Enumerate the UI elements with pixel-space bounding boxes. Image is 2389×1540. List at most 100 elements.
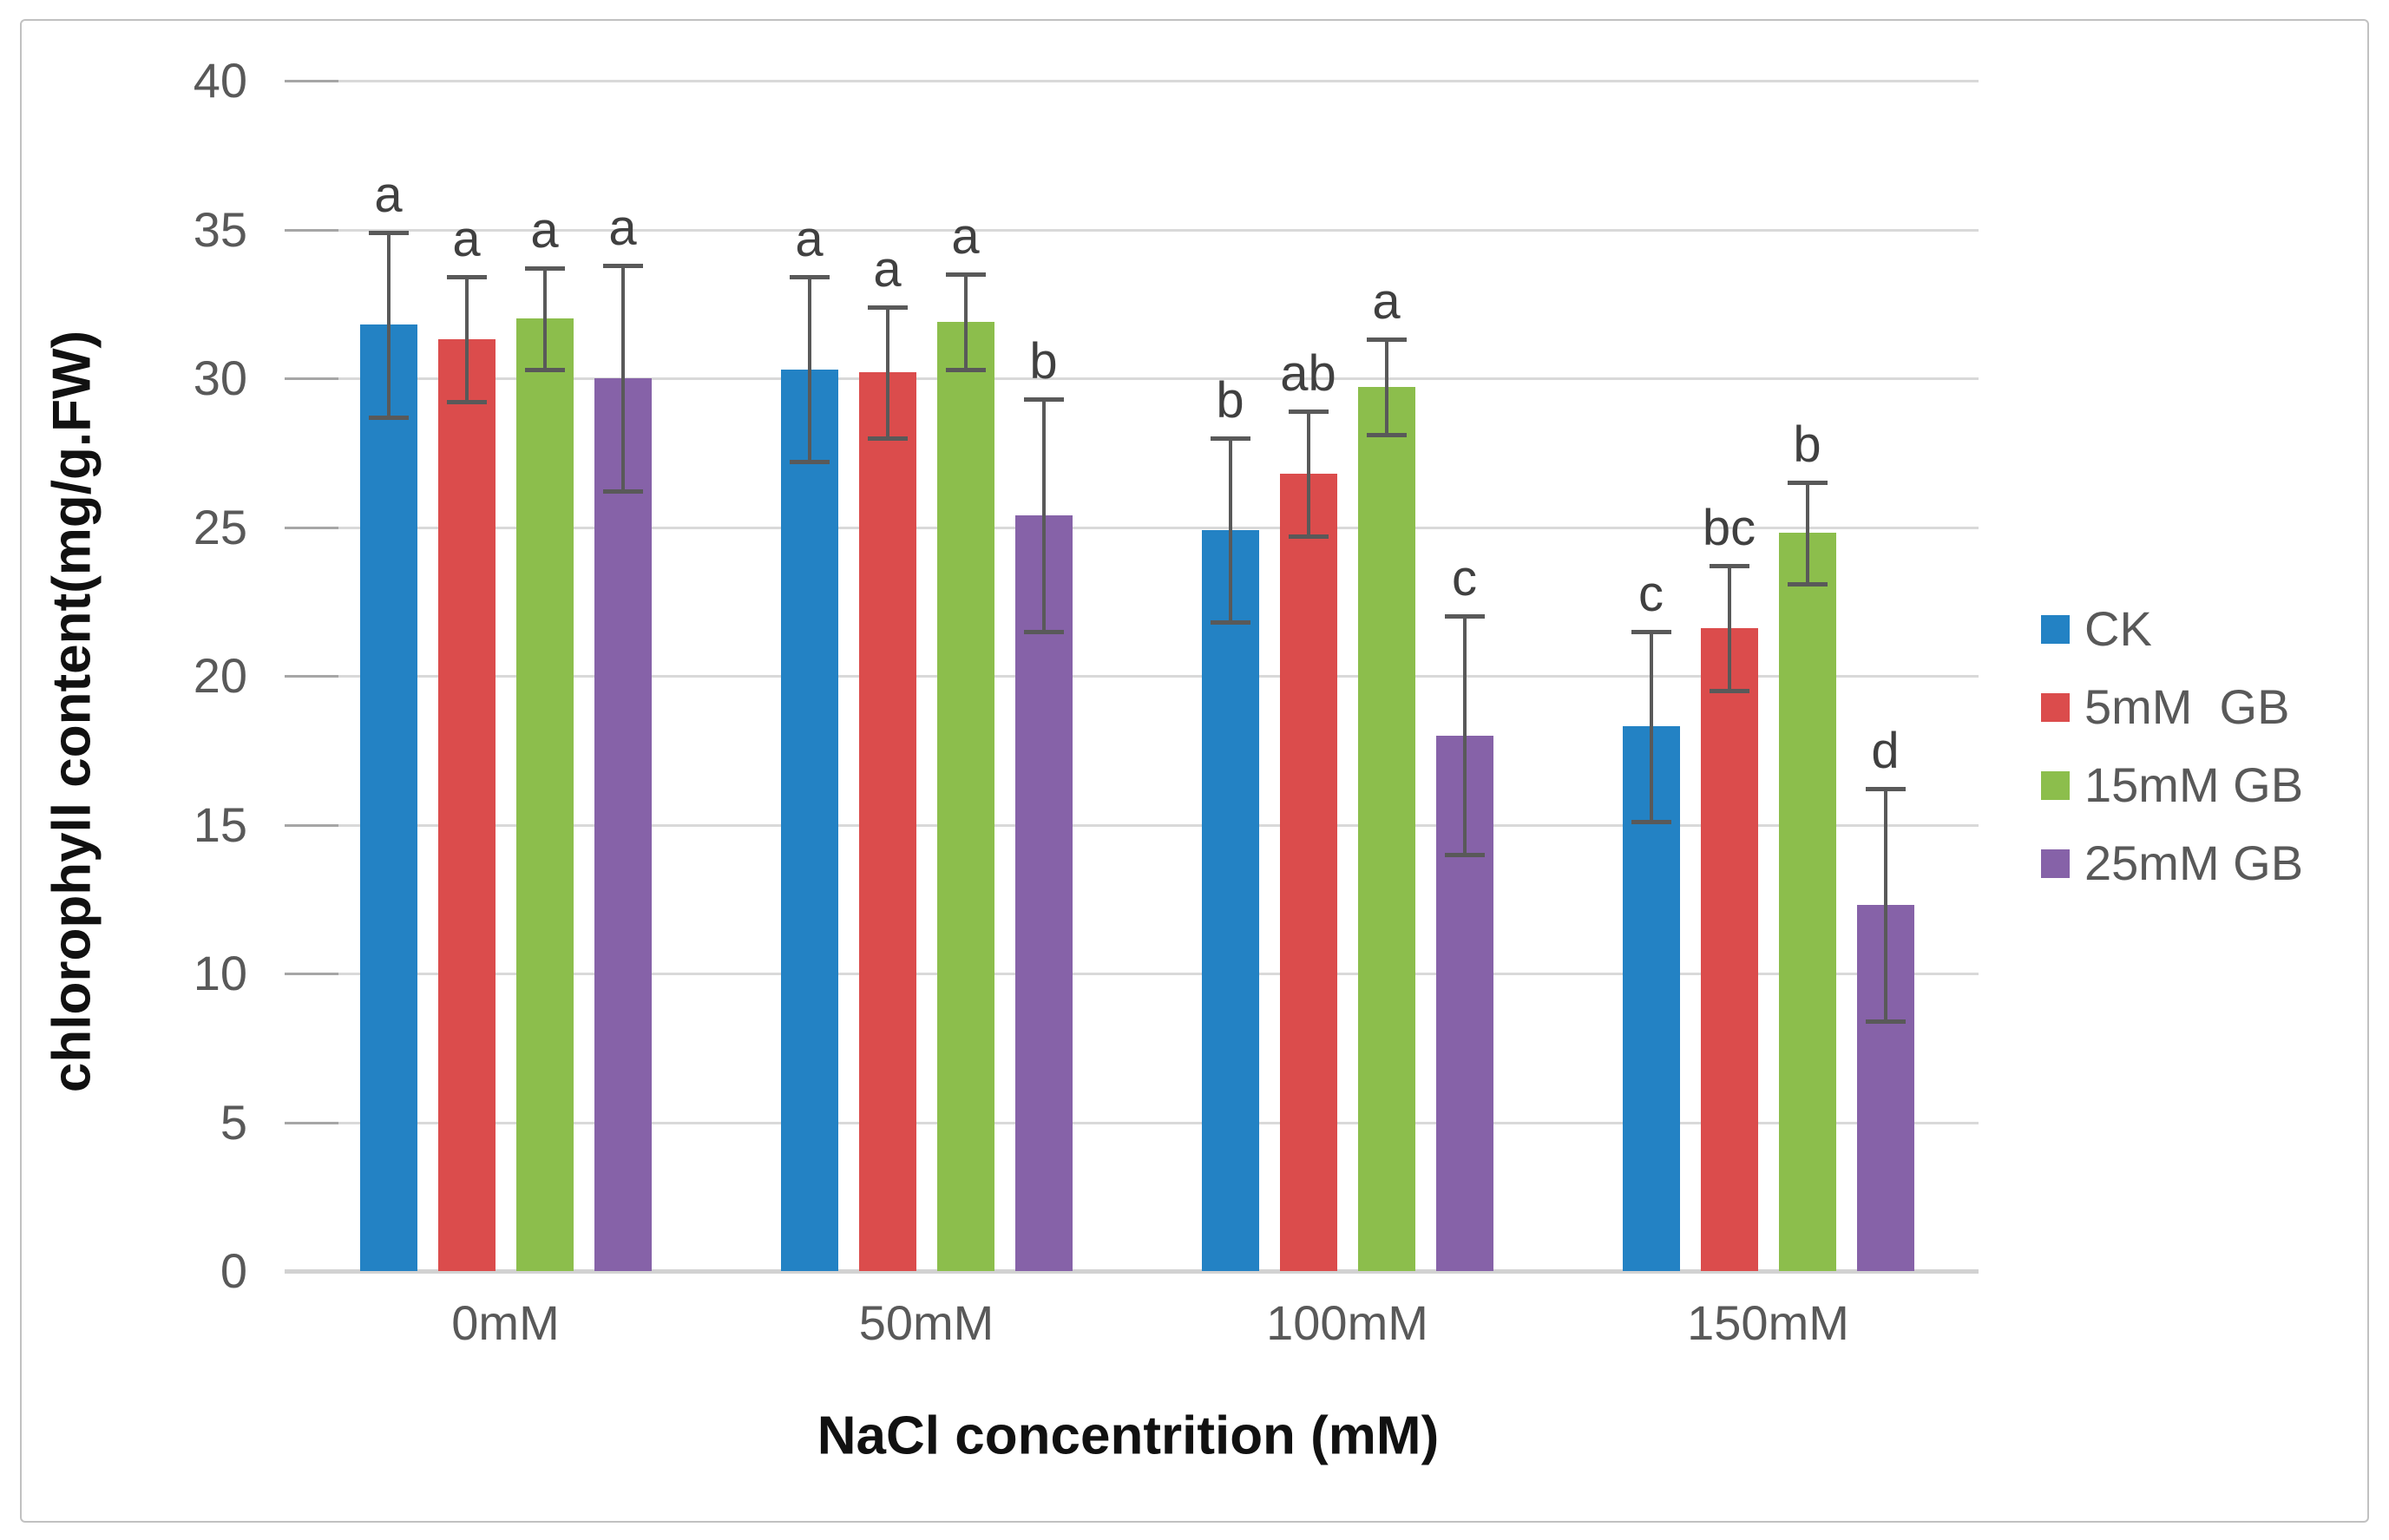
legend-item-25mm-gb: 25mM GB xyxy=(2041,824,2303,902)
error-bar-cap xyxy=(1444,614,1485,619)
significance-letter: d xyxy=(1871,723,1900,780)
y-axis-tick xyxy=(285,675,338,678)
significance-letter: ab xyxy=(1280,344,1336,402)
error-bar-cap xyxy=(945,272,986,277)
error-bar-cap xyxy=(1709,564,1749,569)
error-bar xyxy=(464,277,469,403)
y-axis-tick-label: 5 xyxy=(220,1094,247,1150)
significance-letter: b xyxy=(1216,371,1244,429)
error-bar-cap xyxy=(368,415,409,420)
error-bar xyxy=(1228,437,1232,623)
error-bar xyxy=(620,265,625,492)
significance-letter: c xyxy=(1638,565,1664,622)
legend-swatch xyxy=(2041,770,2070,800)
bar-15mm-gb xyxy=(1357,387,1415,1271)
gridline xyxy=(338,526,1979,529)
error-bar xyxy=(1384,339,1388,436)
x-axis-tick-label: 150mM xyxy=(1687,1295,1849,1350)
significance-letter: a xyxy=(873,240,902,298)
legend-item-5mm-gb: 5mM GB xyxy=(2041,668,2303,746)
error-bar xyxy=(1306,410,1310,536)
error-bar-cap xyxy=(1210,436,1250,441)
error-bar-cap xyxy=(446,400,487,405)
error-bar-cap xyxy=(524,367,565,372)
error-bar xyxy=(963,273,968,370)
legend-swatch xyxy=(2041,849,2070,878)
y-axis-tick-label: 15 xyxy=(193,796,247,852)
x-axis-line xyxy=(285,1269,1979,1274)
y-axis-tick-label: 35 xyxy=(193,201,247,257)
y-axis-tick xyxy=(285,973,338,975)
bar-15mm-gb xyxy=(936,321,994,1271)
significance-letter: b xyxy=(1029,333,1058,390)
y-axis-tick-label: 40 xyxy=(193,53,247,108)
error-bar xyxy=(1041,399,1046,632)
significance-letter: a xyxy=(530,202,559,259)
bar-25mm-gb xyxy=(1014,514,1073,1271)
bar-ck xyxy=(1201,529,1259,1271)
error-bar-cap xyxy=(446,275,487,280)
error-bar xyxy=(1462,616,1467,855)
legend-label: CK xyxy=(2084,601,2152,656)
significance-letter: a xyxy=(951,207,980,265)
bar-5mm-gb xyxy=(1279,473,1337,1271)
bar-15mm-gb xyxy=(515,318,574,1271)
significance-letter: a xyxy=(452,211,481,268)
significance-letter: bc xyxy=(1702,500,1756,557)
error-bar xyxy=(542,268,547,370)
bar-5mm-gb xyxy=(1700,628,1758,1271)
error-bar-cap xyxy=(1865,1019,1906,1024)
legend-swatch xyxy=(2041,692,2070,722)
gridline xyxy=(338,1121,1979,1124)
x-axis-tick-label: 0mM xyxy=(451,1295,560,1350)
legend-item-ck: CK xyxy=(2041,590,2303,668)
gridline xyxy=(338,973,1979,975)
significance-letter: a xyxy=(608,199,637,256)
error-bar-cap xyxy=(1787,481,1828,486)
y-axis-tick xyxy=(285,1121,338,1124)
significance-letter: a xyxy=(374,166,403,223)
bar-ck xyxy=(359,324,417,1271)
legend-swatch xyxy=(2041,614,2070,644)
error-bar xyxy=(1805,482,1809,584)
y-axis-tick-label: 20 xyxy=(193,648,247,703)
error-bar-cap xyxy=(1288,409,1329,414)
error-bar-cap xyxy=(1631,629,1671,634)
error-bar-cap xyxy=(945,367,986,372)
bar-15mm-gb xyxy=(1778,533,1836,1271)
error-bar-cap xyxy=(1288,534,1329,539)
error-bar-cap xyxy=(1023,629,1064,634)
error-bar-cap xyxy=(1023,397,1064,402)
legend-label: 5mM GB xyxy=(2084,679,2290,734)
error-bar xyxy=(885,306,889,438)
y-axis-tick xyxy=(285,80,338,82)
error-bar-cap xyxy=(867,305,908,310)
gridline xyxy=(338,228,1979,232)
error-bar-cap xyxy=(1366,433,1407,438)
bar-5mm-gb xyxy=(858,372,916,1271)
error-bar-cap xyxy=(1709,689,1749,694)
error-bar-cap xyxy=(602,263,643,268)
y-axis-title: chlorophyll content(mg/g.FW) xyxy=(42,330,102,1093)
error-bar-cap xyxy=(789,460,830,465)
error-bar-cap xyxy=(789,275,830,280)
y-axis-tick xyxy=(285,526,338,529)
x-axis-tick-label: 50mM xyxy=(858,1295,994,1350)
y-axis-tick-label: 25 xyxy=(193,499,247,554)
error-bar xyxy=(1727,566,1731,691)
legend-item-15mm-gb: 15mM GB xyxy=(2041,746,2303,824)
figure-border xyxy=(20,19,2369,1523)
y-axis-tick xyxy=(285,228,338,232)
x-axis-tick-label: 100mM xyxy=(1266,1295,1428,1350)
error-bar-cap xyxy=(867,436,908,441)
error-bar-cap xyxy=(602,489,643,495)
legend-label: 25mM GB xyxy=(2084,836,2304,890)
gridline xyxy=(338,80,1979,82)
error-bar xyxy=(1883,789,1887,1021)
legend: CK 5mM GB 15mM GB 25mM GB xyxy=(2041,590,2303,902)
significance-letter: c xyxy=(1452,550,1477,607)
y-axis-tick xyxy=(285,823,338,827)
significance-letter: b xyxy=(1793,416,1821,474)
